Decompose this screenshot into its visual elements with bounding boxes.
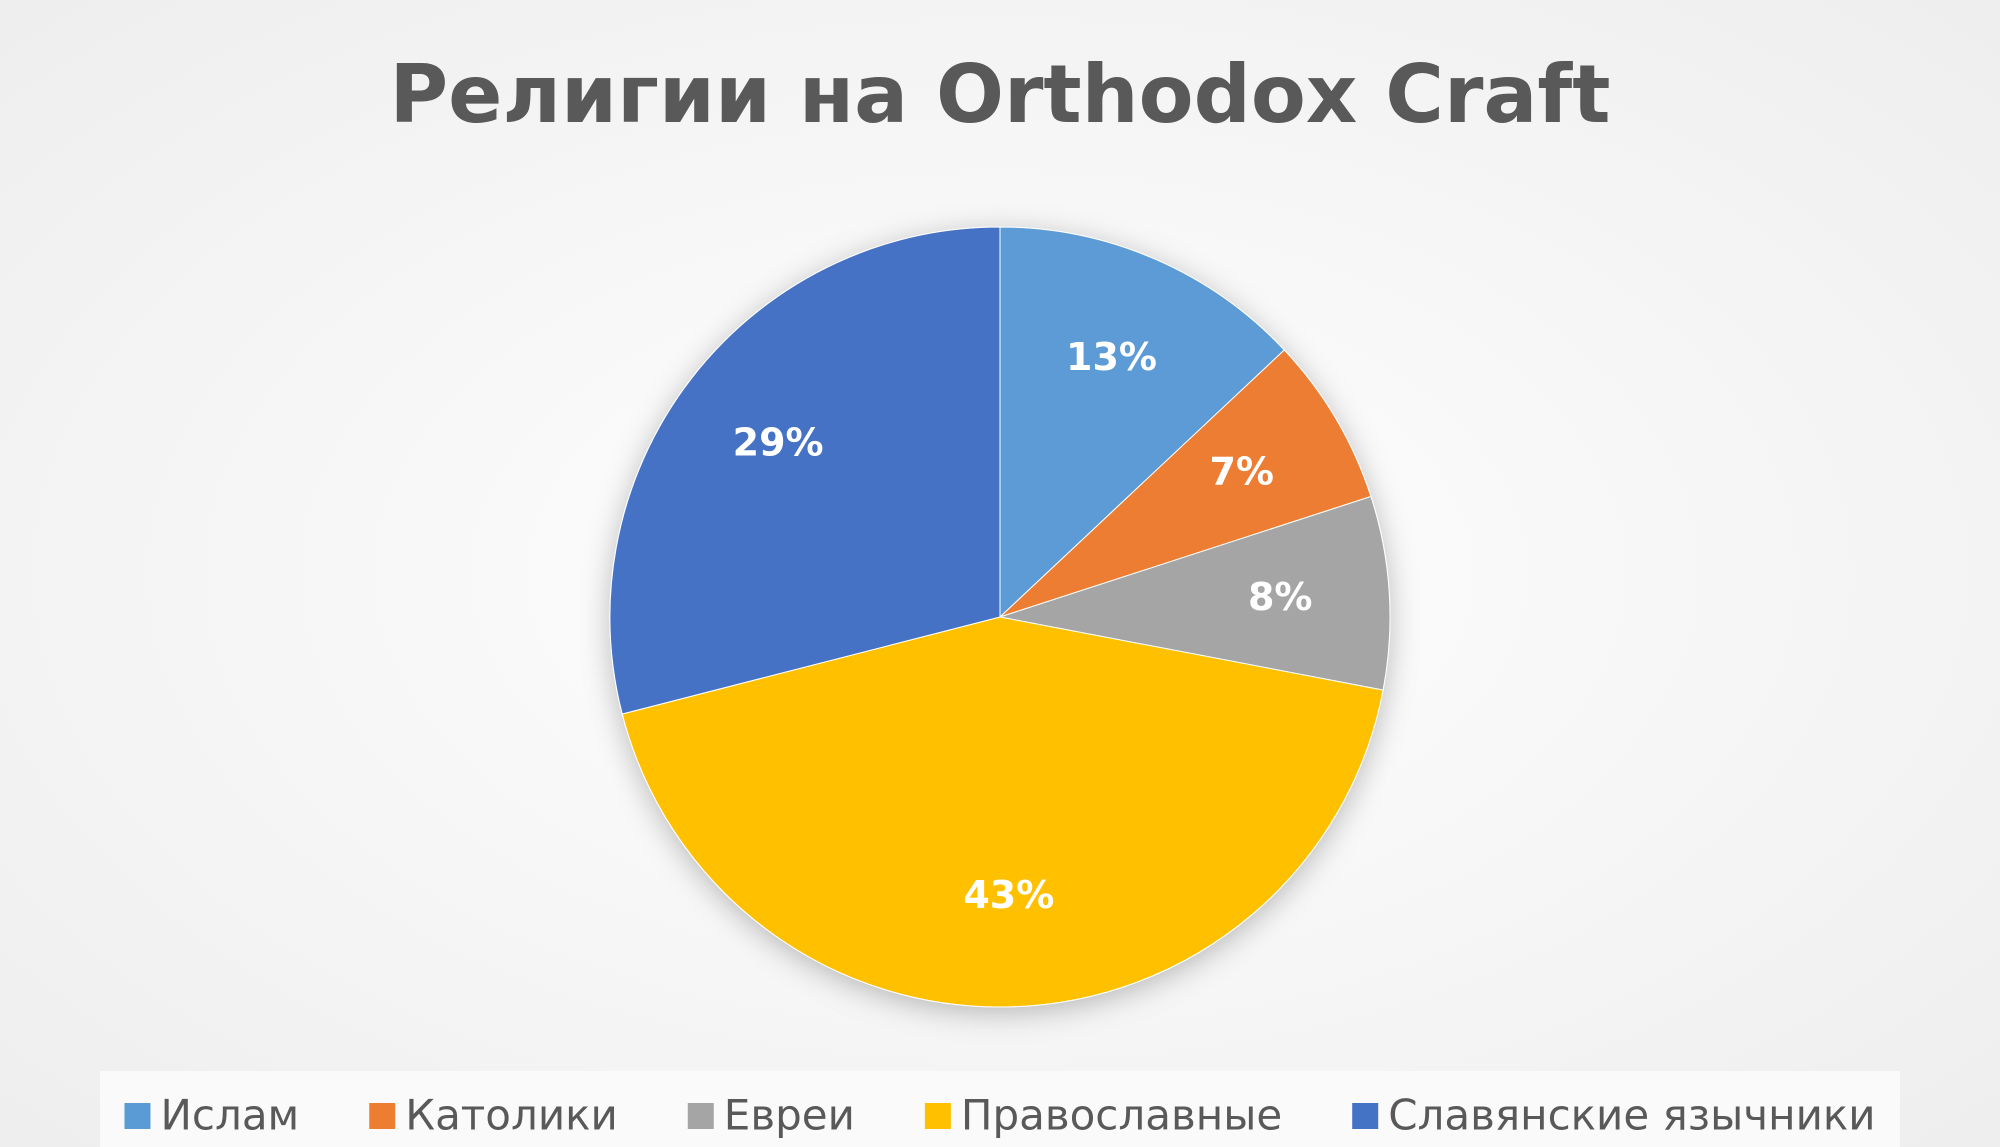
legend-item: Католики: [369, 1091, 618, 1140]
legend-swatch: [924, 1103, 951, 1129]
legend-label: Ислам: [160, 1091, 299, 1140]
legend-item: Православные: [924, 1091, 1282, 1140]
legend-item: Ислам: [124, 1091, 299, 1140]
legend-label: Православные: [961, 1091, 1282, 1140]
data-label: 7%: [1209, 450, 1274, 494]
legend-label: Католики: [405, 1091, 618, 1140]
pie-slice: [609, 226, 1001, 715]
legend-swatch: [369, 1103, 396, 1129]
legend-box: [100, 1071, 1900, 1147]
legend-swatch: [687, 1103, 714, 1129]
pie-slice: [999, 349, 1372, 618]
legend-swatch: [1352, 1103, 1379, 1129]
pie-slice: [999, 226, 1286, 619]
pie: [609, 226, 1391, 1008]
data-label: 8%: [1248, 575, 1313, 619]
chart-title: Религии на Orthodox Craft: [390, 48, 1611, 141]
legend-swatch: [124, 1103, 151, 1129]
data-label: 29%: [733, 420, 824, 464]
legend-label: Евреи: [724, 1091, 855, 1140]
legend-label: Славянские язычники: [1388, 1091, 1875, 1140]
legend-item: Евреи: [687, 1091, 855, 1140]
data-label: 43%: [963, 873, 1054, 917]
pie-slice: [999, 495, 1391, 691]
pie-slice: [621, 616, 1384, 1008]
legend-item: Славянские язычники: [1352, 1091, 1876, 1140]
data-label: 13%: [1066, 335, 1157, 379]
